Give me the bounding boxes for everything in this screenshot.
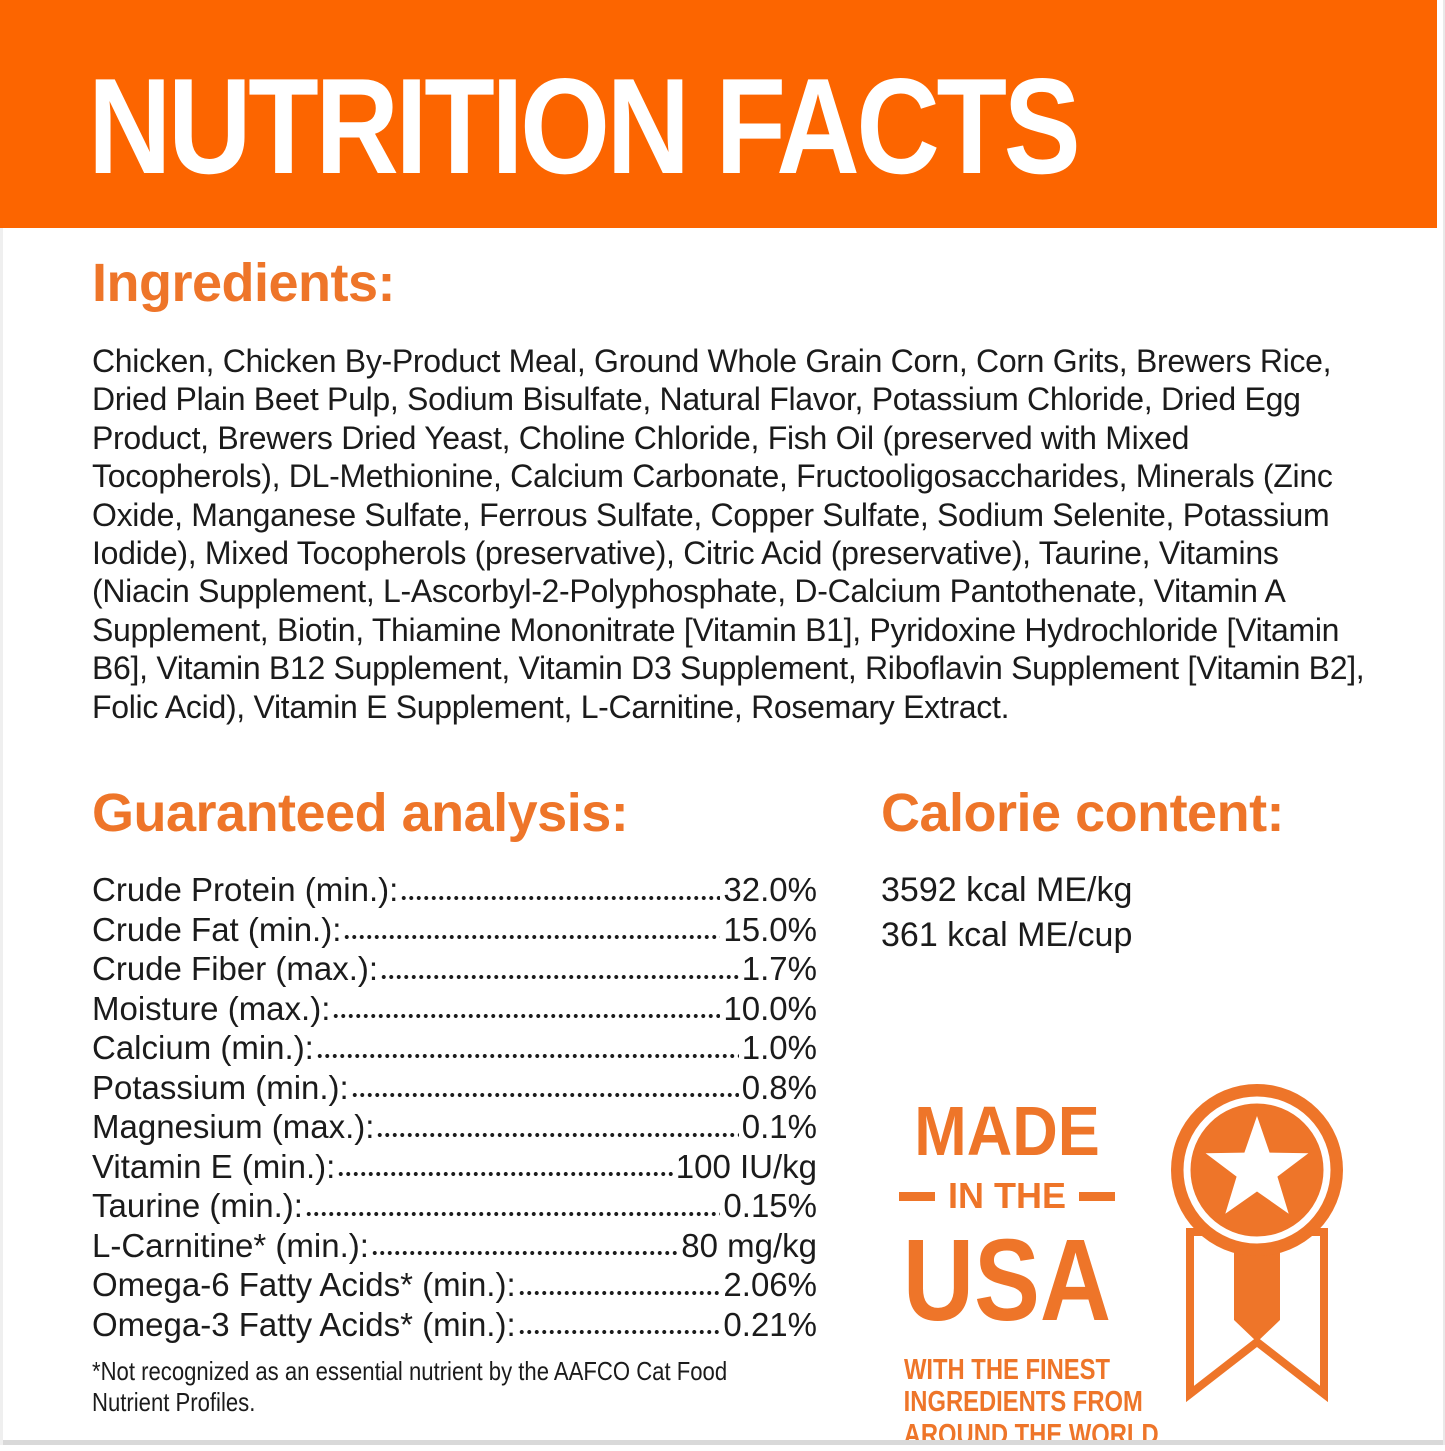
image-bottom-edge [0,1440,1445,1445]
analysis-value: 0.8% [741,1068,817,1106]
analysis-row: Omega-6 Fatty Acids* (min.): 2.06% [92,1265,817,1305]
analysis-label: Crude Protein (min.): [92,871,399,908]
analysis-label: Calcium (min.): [92,1029,314,1066]
tagline-line: AROUND THE WORLD [903,1418,1159,1451]
made-in-usa-text: MADE IN THE USA WITH THE FINEST INGREDIE… [881,1082,1159,1451]
analysis-value: 0.15% [723,1187,817,1224]
analysis-row: Magnesium (max.): 0.1% [92,1107,817,1147]
analysis-value: 80 mg/kg [681,1226,817,1264]
dot-leader [332,1004,721,1028]
header-band: NUTRITION FACTS [0,0,1437,228]
analysis-table: Crude Protein (min.): 32.0% Crude Fat (m… [92,870,817,1344]
analysis-value: 100 IU/kg [675,1147,817,1185]
footnote-line: *Not recognized as an essential nutrient… [92,1356,728,1386]
made-label: MADE [914,1092,1100,1170]
page-title: NUTRITION FACTS [88,50,1081,202]
analysis-row: Potassium (min.): 0.8% [92,1068,817,1107]
calorie-per-kg: 3592 kcal ME/kg [881,871,1133,909]
guaranteed-analysis-heading: Guaranteed analysis: [92,783,629,843]
made-in-usa-badge: MADE IN THE USA WITH THE FINEST INGREDIE… [881,1082,1345,1451]
analysis-value: 15.0% [723,910,817,948]
usa-label: USA [902,1215,1112,1345]
tagline-line: WITH THE FINEST [903,1354,1111,1386]
analysis-value: 2.06% [723,1266,817,1303]
analysis-row: Crude Fat (min.): 15.0% [92,910,817,949]
analysis-value: 1.0% [741,1029,817,1066]
award-ribbon-star-icon [1169,1082,1345,1411]
dot-leader [337,1162,673,1186]
analysis-label: Omega-6 Fatty Acids* (min.): [92,1266,516,1303]
analysis-label: Potassium (min.): [92,1068,349,1106]
dot-leader [517,1280,721,1305]
dot-leader [304,1201,721,1226]
dash-right [1079,1191,1115,1201]
calorie-values: 3592 kcal ME/kg 361 kcal ME/cup [881,868,1361,958]
ingredients-text: Chicken, Chicken By-Product Meal, Ground… [92,343,1365,725]
dot-leader [350,1083,739,1107]
calorie-content-section: Calorie content: 3592 kcal ME/kg 361 kca… [881,782,1361,958]
analysis-label: Magnesium (max.): [92,1108,375,1145]
analysis-value: 0.1% [741,1108,817,1145]
analysis-label: Moisture (max.): [92,989,331,1027]
dot-leader [370,1241,679,1265]
footnote: *Not recognized as an essential nutrient… [92,1356,727,1418]
footnote-line: Nutrient Profiles. [92,1387,256,1417]
dash-left [898,1191,935,1201]
analysis-value: 0.21% [723,1305,817,1343]
analysis-row: Calcium (min.): 1.0% [92,1028,817,1068]
analysis-row: Vitamin E (min.): 100 IU/kg [92,1147,817,1186]
dot-leader [315,1043,739,1068]
guaranteed-analysis-section: Guaranteed analysis: Crude Protein (min.… [92,782,817,1344]
image-right-edge [1443,0,1445,1445]
analysis-label: Crude Fiber (max.): [92,950,379,987]
analysis-value: 1.7% [741,950,817,987]
dot-leader [376,1122,739,1147]
analysis-row: Moisture (max.): 10.0% [92,989,817,1028]
analysis-label: L-Carnitine* (min.): [92,1226,369,1264]
analysis-row: Crude Fiber (max.): 1.7% [92,949,817,989]
analysis-row: Omega-3 Fatty Acids* (min.): 0.21% [92,1305,817,1344]
usa-tagline: WITH THE FINEST INGREDIENTS FROM AROUND … [881,1354,1159,1451]
analysis-row: L-Carnitine* (min.): 80 mg/kg [92,1226,817,1265]
calorie-content-heading: Calorie content: [881,783,1285,843]
analysis-row: Crude Protein (min.): 32.0% [92,870,817,910]
image-left-edge [0,228,3,1445]
dot-leader [380,964,739,989]
analysis-label: Vitamin E (min.): [92,1147,336,1185]
analysis-row: Taurine (min.): 0.15% [92,1186,817,1226]
analysis-value: 10.0% [723,989,817,1027]
analysis-label: Taurine (min.): [92,1187,303,1224]
analysis-label: Crude Fat (min.): [92,910,342,948]
in-the-label: IN THE [881,1178,1133,1214]
analysis-value: 32.0% [723,871,817,908]
analysis-label: Omega-3 Fatty Acids* (min.): [92,1305,516,1343]
dot-leader [343,925,721,949]
calorie-per-cup: 361 kcal ME/cup [881,916,1133,954]
in-the-text: IN THE [947,1175,1066,1216]
tagline-line: INGREDIENTS FROM [903,1386,1143,1419]
ingredients-section: Ingredients: Chicken, Chicken By-Product… [92,252,1372,726]
dot-leader [517,1320,721,1344]
dot-leader [400,885,721,910]
ingredients-heading: Ingredients: [92,253,396,313]
